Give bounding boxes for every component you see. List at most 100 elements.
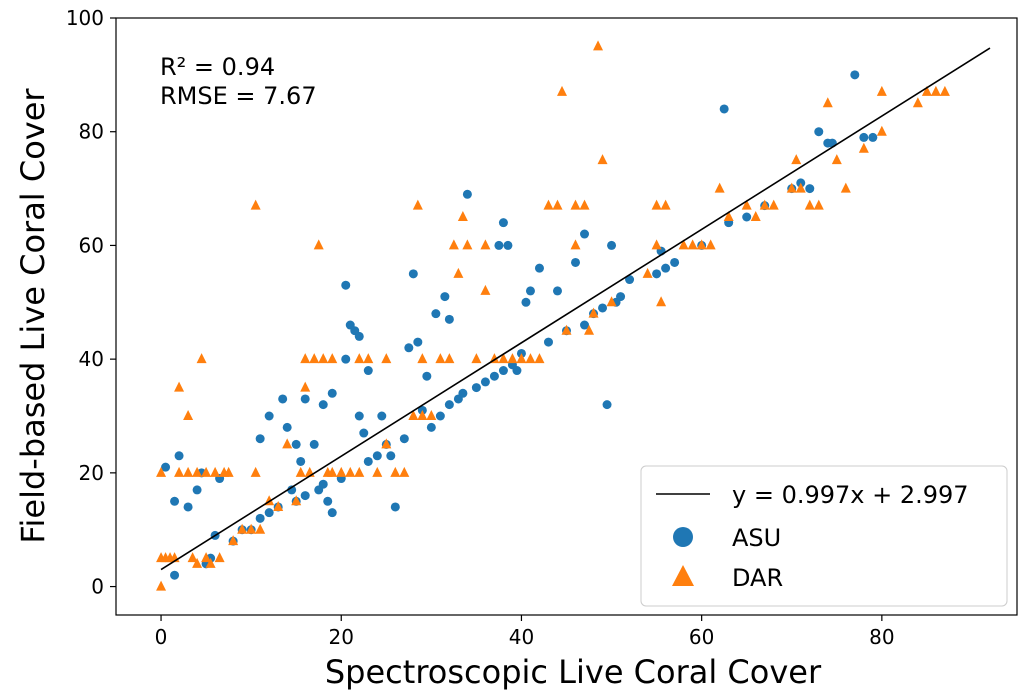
dar-point: [250, 199, 261, 210]
legend-fit-label: y = 0.997x + 2.997: [732, 481, 969, 509]
dar-point: [313, 239, 324, 250]
asu-point: [742, 212, 752, 222]
asu-point: [498, 218, 508, 228]
asu-point: [287, 485, 297, 495]
dar-point: [309, 353, 320, 364]
dar-point: [651, 199, 662, 210]
asu-point: [399, 434, 409, 444]
dar-point: [723, 211, 734, 221]
dar-point: [795, 182, 806, 193]
asu-point: [580, 229, 590, 239]
dar-point: [480, 284, 491, 295]
dar-point: [939, 85, 950, 96]
asu-point: [602, 400, 612, 410]
dar-point: [822, 97, 833, 108]
dar-point: [448, 239, 459, 250]
asu-point: [719, 104, 729, 114]
dar-point: [327, 466, 338, 477]
dar-point: [210, 466, 221, 477]
dar-point: [593, 40, 604, 51]
asu-point: [327, 508, 337, 518]
dar-point: [597, 154, 608, 165]
dar-point: [426, 410, 437, 420]
x-tick-label: 60: [689, 625, 714, 649]
dar-point: [930, 85, 941, 96]
dar-point: [336, 466, 347, 477]
asu-point: [625, 275, 635, 285]
asu-point: [170, 570, 180, 580]
asu-point: [300, 394, 310, 404]
y-tick-label: 80: [79, 120, 104, 144]
asu-point: [471, 383, 481, 393]
dar-point: [687, 239, 698, 250]
rmse-annotation: RMSE = 7.67: [160, 82, 317, 110]
dar-point: [759, 199, 770, 210]
dar-point: [300, 353, 311, 364]
asu-point: [318, 400, 328, 410]
dar-point: [444, 353, 455, 364]
asu-point: [341, 354, 351, 364]
asu-point: [652, 269, 662, 279]
dar-point: [525, 353, 536, 364]
dar-point: [791, 154, 802, 165]
dar-point: [462, 239, 473, 250]
dar-point: [579, 199, 590, 210]
asu-point: [868, 132, 878, 142]
dar-point: [534, 353, 545, 364]
dar-point: [201, 466, 212, 477]
dar-point: [273, 500, 284, 511]
dar-point: [250, 466, 261, 477]
asu-point: [494, 240, 504, 250]
asu-point: [435, 411, 445, 421]
y-tick-label: 20: [79, 461, 104, 485]
dar-point: [552, 199, 563, 210]
dar-point: [214, 552, 225, 563]
dar-point: [786, 182, 797, 193]
legend-asu-marker: [673, 527, 693, 547]
y-axis-title: Field-based Live Coral Cover: [14, 88, 52, 544]
asu-point: [282, 422, 292, 432]
dar-point: [187, 552, 198, 563]
asu-point: [354, 411, 364, 421]
dar-point: [417, 353, 428, 364]
asu-point: [571, 257, 581, 267]
asu-point: [661, 263, 671, 273]
dar-point: [813, 199, 824, 210]
dar-point: [561, 324, 572, 335]
dar-point: [498, 353, 509, 364]
dar-point: [417, 410, 428, 420]
asu-point: [264, 508, 274, 518]
dar-point: [381, 438, 392, 449]
dar-point: [480, 239, 491, 250]
asu-point: [498, 366, 508, 376]
legend-dar-marker: [672, 565, 694, 586]
x-tick-label: 40: [509, 625, 534, 649]
dar-point: [912, 97, 923, 108]
dar-point: [507, 353, 518, 364]
y-tick-label: 0: [91, 575, 104, 599]
asu-point: [534, 263, 544, 273]
asu-point: [525, 286, 535, 296]
asu-point: [426, 422, 436, 432]
asu-point: [827, 138, 837, 148]
asu-point: [359, 428, 369, 438]
asu-point: [480, 377, 490, 387]
r-squared-annotation: R² = 0.94: [160, 53, 275, 81]
dar-point: [246, 523, 257, 534]
dar-point: [705, 239, 716, 250]
dar-point: [201, 552, 212, 563]
dar-point: [408, 410, 419, 420]
dar-point: [804, 199, 815, 210]
dar-point: [516, 353, 527, 364]
dar-point: [282, 438, 293, 449]
asu-point: [543, 337, 553, 347]
dar-point: [543, 199, 554, 210]
dar-point: [750, 211, 761, 221]
x-tick-label: 0: [155, 625, 168, 649]
dar-point: [237, 523, 248, 534]
asu-point: [512, 366, 522, 376]
dar-point: [390, 466, 401, 477]
dar-point: [435, 353, 446, 364]
asu-point: [413, 337, 423, 347]
